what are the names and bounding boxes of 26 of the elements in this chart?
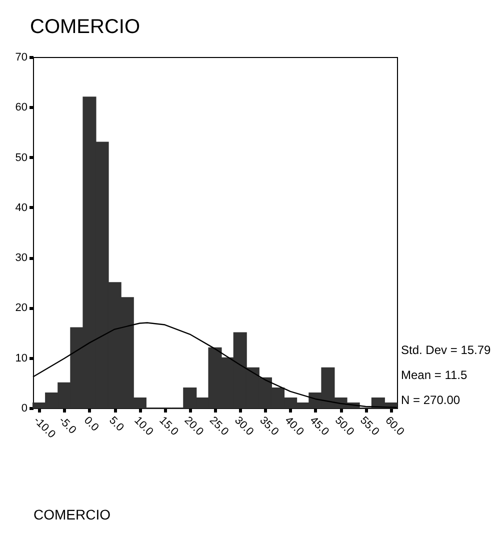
text: N = 270.00	[401, 393, 460, 407]
text: Std. Dev = 15.79	[401, 343, 492, 357]
x-tick-label: 5.0	[106, 414, 126, 434]
x-tick-label: 35.0	[257, 414, 281, 438]
y-tick-label: 70	[15, 52, 28, 64]
x-axis-title: COMERCIO	[34, 506, 111, 522]
x-tick-label: 40.0	[282, 414, 306, 438]
y-tick-label: 20	[15, 302, 28, 314]
y-tick-label: 60	[15, 102, 28, 114]
x-tick-label: 30.0	[232, 414, 256, 438]
x-tick-label: 15.0	[156, 414, 180, 438]
x-tick-label: 60.0	[382, 414, 406, 438]
x-tick-label: 45.0	[307, 414, 332, 438]
chart-title: COMERCIO	[30, 16, 140, 38]
y-tick-label: 40	[15, 202, 28, 214]
x-tick-label: -10.0	[31, 414, 58, 441]
x-tick-label: 10.0	[132, 414, 156, 438]
y-tick-label: 10	[15, 352, 28, 364]
y-tick-label: 30	[15, 252, 28, 264]
x-tick-label: 0.0	[81, 414, 101, 434]
y-tick-label: 50	[15, 152, 28, 164]
x-tick-label: 25.0	[207, 414, 231, 438]
x-tick-label: 20.0	[182, 414, 206, 438]
x-tick-label: -5.0	[56, 414, 78, 436]
text: Mean = 11.5	[401, 368, 468, 382]
y-tick-label: 0	[21, 402, 28, 414]
